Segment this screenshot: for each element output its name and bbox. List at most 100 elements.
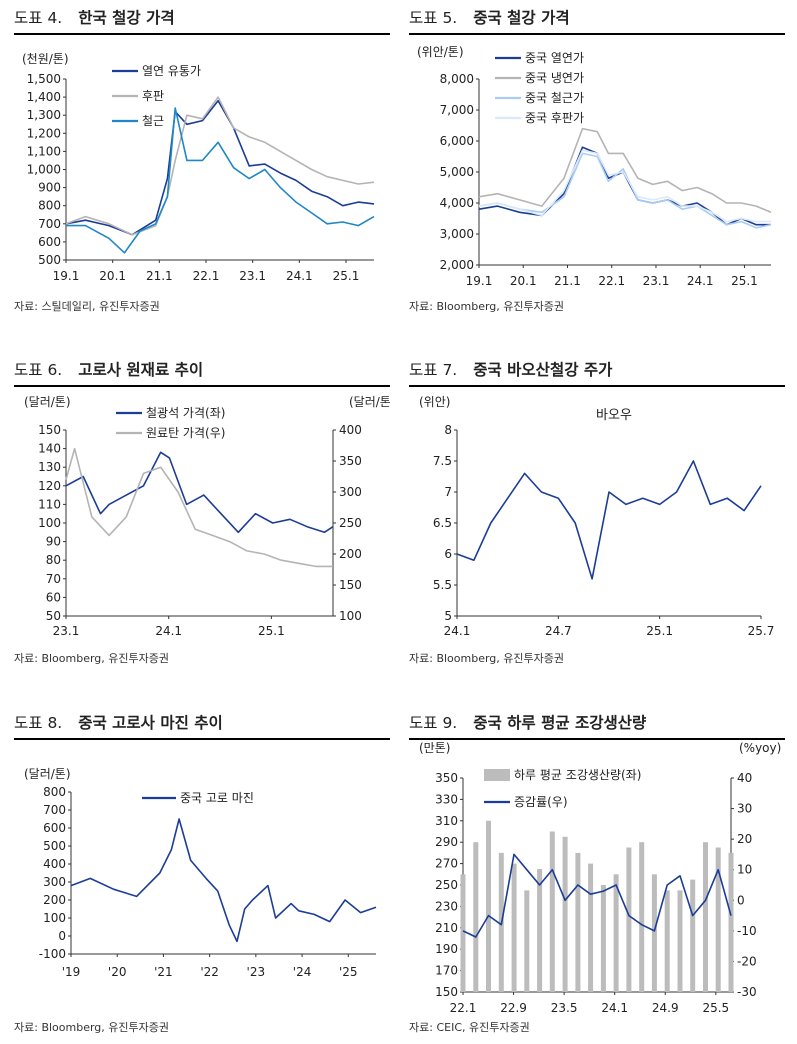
series-label: 바오우: [596, 408, 632, 423]
y-tick-label: 600: [38, 235, 61, 249]
title-rule: [409, 385, 785, 387]
y-tick-label-right: 30: [737, 802, 752, 816]
y-tick-label: 6: [444, 547, 452, 561]
y-tick-label: 700: [43, 803, 66, 817]
y-tick-label: 60: [46, 590, 61, 604]
y-tick-label: 800: [38, 199, 61, 213]
x-tick-label: 24.1: [155, 624, 182, 638]
china-steel-price-chart: 2,000 3,000 4,000 5,000 6,000 7,000 8,000 19.1 2…: [417, 45, 772, 288]
series-line: [456, 460, 762, 580]
y-tick-label: 300: [43, 875, 66, 889]
y-tick-label: 140: [38, 442, 61, 456]
panel-title: 도표 5. 중국 철강 가격: [409, 9, 570, 27]
y-tick-label: 5.5: [433, 578, 452, 592]
x-tick-label: 25.1: [258, 624, 285, 638]
series-line: [478, 149, 771, 223]
x-tick-label: 23.1: [53, 624, 80, 638]
x-tick-label: 23.5: [551, 1001, 578, 1015]
y-tick-label: 1,300: [27, 108, 61, 122]
x-tick-label: 23.1: [643, 274, 670, 288]
y-tick-label: 190: [435, 942, 458, 956]
blast-furnace-margin-chart: -100 0 100 200 300 400 500 600 700 800 '19 '20 '21 '2…: [24, 767, 377, 979]
y-tick-label-right: 300: [339, 485, 362, 499]
y-tick-label: 7.5: [433, 454, 452, 468]
y-tick-label: 170: [435, 964, 458, 978]
y-tick-label: 6,000: [440, 134, 474, 148]
y-tick-label: 290: [435, 835, 458, 849]
bar: [639, 842, 645, 992]
y-axis-label-right: (%yoy): [739, 741, 781, 755]
y-tick-label: 310: [435, 814, 458, 828]
legend-label: 중국 냉연가: [525, 71, 584, 85]
bar: [588, 863, 594, 992]
y-tick-label: 50: [46, 609, 61, 623]
y-axis-label: (천원/톤): [22, 51, 69, 66]
bar: [549, 831, 555, 992]
y-tick-label: 1,500: [27, 72, 61, 86]
y-tick-label: 2,000: [440, 258, 474, 272]
crude-steel-output-chart: 150 170 190 210 230 250 270 290 310 330 350 -30 -20 -…: [419, 741, 781, 1015]
source-note: 자료: 스틸데일리, 유진투자증권: [14, 300, 160, 313]
chart-panel-5: 도표 5. 중국 철강 가격 2,000 3,000 4,000 5,000 6,000 7…: [409, 6, 785, 314]
bar: [703, 842, 708, 992]
title-rule: [409, 33, 785, 35]
y-tick-label: 7,000: [440, 103, 474, 117]
y-tick-label: 90: [46, 535, 61, 549]
y-tick-label: 100: [43, 911, 66, 925]
y-tick-label: 150: [38, 423, 61, 437]
y-tick-label: 500: [38, 253, 61, 267]
x-tick-label: 25.1: [646, 624, 673, 638]
panel-title: 도표 9. 중국 하루 평균 조강생산량: [409, 714, 647, 732]
legend-label: 중국 고로 마진: [180, 791, 254, 805]
y-tick-label: 150: [435, 985, 458, 999]
y-tick-label: 7: [444, 485, 452, 499]
legend-label: 하루 평균 조강생산량(좌): [514, 768, 641, 782]
source-note: 자료: Bloomberg, 유진투자증권: [409, 300, 564, 313]
x-tick-label: 19.1: [466, 274, 493, 288]
series-line: [478, 146, 771, 226]
y-tick-label: 250: [435, 878, 458, 892]
chart-panel-9: 도표 9. 중국 하루 평균 조강생산량 150 170 190 210 230 250 27…: [409, 711, 785, 1037]
y-tick-label: 120: [38, 479, 61, 493]
bar: [473, 842, 479, 992]
y-tick-label: 330: [435, 792, 458, 806]
y-tick-label: 200: [43, 893, 66, 907]
title-rule: [409, 738, 785, 740]
y-tick-label: 270: [435, 857, 458, 871]
legend-label: 원료탄 가격(우): [146, 426, 225, 440]
y-tick-label-right: -10: [737, 924, 757, 938]
y-tick-label: 110: [38, 497, 61, 511]
series-line: [66, 107, 375, 254]
bar: [511, 863, 517, 992]
bar: [575, 852, 581, 992]
source-note: 자료: Bloomberg, 유진투자증권: [409, 652, 564, 665]
y-tick-label: 210: [435, 921, 458, 935]
x-tick-label: 24.1: [687, 274, 714, 288]
title-rule: [14, 33, 390, 35]
legend-swatch: [484, 769, 510, 781]
source-note: 자료: Bloomberg, 유진투자증권: [14, 1021, 169, 1034]
x-tick-label: 23.1: [239, 269, 266, 283]
panel-title: 도표 6. 고로사 원재료 추이: [14, 361, 204, 379]
y-tick-label: 8,000: [440, 72, 474, 86]
y-tick-label: 350: [435, 771, 458, 785]
y-axis-label: (달러/톤): [24, 767, 71, 781]
x-tick-label: 21.1: [146, 269, 173, 283]
y-tick-label: 70: [46, 572, 61, 586]
y-tick-label: 6.5: [433, 516, 452, 530]
y-tick-label: 600: [43, 821, 66, 835]
chart-panel-8: 도표 8. 중국 고로사 마진 추이 -100 0 100 200 300 400 500 60…: [14, 711, 390, 1037]
x-tick-label: 25.5: [702, 1001, 729, 1015]
x-tick-label: 19.1: [53, 269, 80, 283]
y-axis-label: (만톤): [419, 741, 450, 755]
bar: [677, 890, 683, 992]
korea-steel-price-chart: 500 600 700 800 900 1,000 1,100 1,200 1,300 1,400…: [22, 51, 375, 283]
legend-label: 후판: [142, 89, 164, 103]
y-axis-label: (위안/톤): [417, 45, 464, 59]
bar: [626, 847, 632, 992]
x-tick-label: 22.1: [598, 274, 625, 288]
y-tick-label-right: 200: [339, 547, 362, 561]
legend-label: 철근: [142, 114, 164, 128]
x-tick-label: 25.1: [333, 269, 360, 283]
x-tick-label: 25.1: [731, 274, 758, 288]
